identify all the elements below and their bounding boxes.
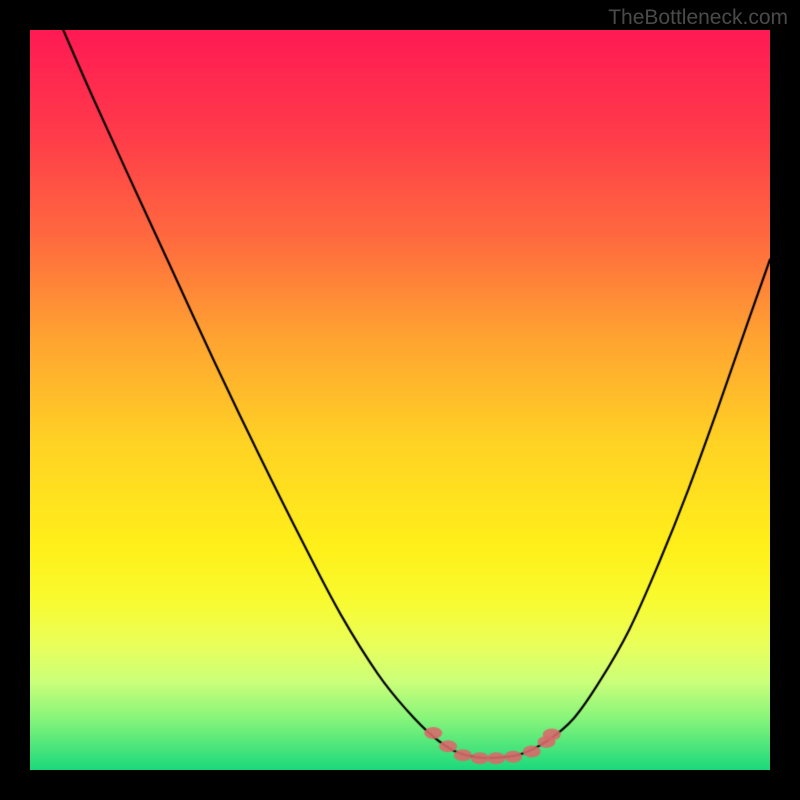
bottleneck-optimal-markers (30, 30, 770, 770)
bottleneck-chart (30, 30, 770, 770)
watermark-text: TheBottleneck.com (608, 6, 788, 30)
